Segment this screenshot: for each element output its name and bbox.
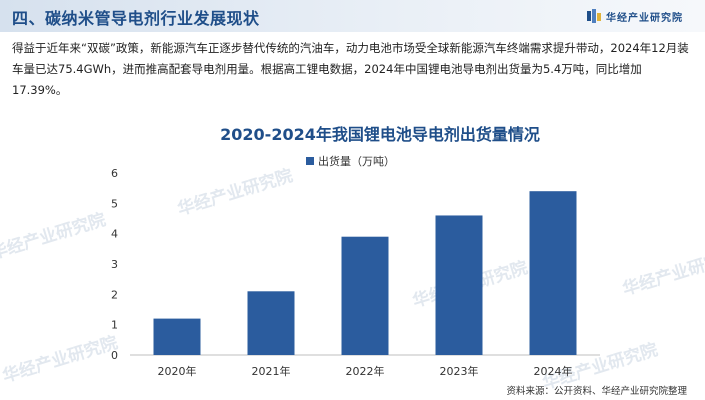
y-tick-label: 1 bbox=[111, 319, 118, 332]
x-tick-label: 2021年 bbox=[252, 364, 291, 378]
y-tick-label: 5 bbox=[111, 197, 118, 210]
legend-swatch bbox=[306, 157, 314, 165]
section-title: 四、碳纳米管导电剂行业发展现状 bbox=[12, 9, 260, 28]
bar bbox=[153, 318, 201, 355]
legend-label: 出货量（万吨） bbox=[318, 154, 395, 168]
y-tick-label: 6 bbox=[111, 167, 118, 180]
bar bbox=[529, 191, 577, 355]
intro-paragraph: 得益于近年来“双碳”政策，新能源汽车正逐步替代传统的汽油车，动力电池市场受全球新… bbox=[12, 41, 689, 97]
x-tick-label: 2023年 bbox=[440, 364, 479, 378]
y-tick-label: 3 bbox=[111, 258, 118, 271]
brand-logo-icon bbox=[587, 9, 601, 23]
x-tick-label: 2024年 bbox=[534, 364, 573, 378]
y-tick-label: 0 bbox=[111, 349, 118, 362]
source-note: 资料来源：公开资料、华经产业研究院整理 bbox=[506, 386, 687, 397]
x-tick-label: 2022年 bbox=[346, 364, 385, 378]
bar bbox=[247, 291, 295, 355]
y-tick-label: 2 bbox=[111, 288, 118, 301]
brand: 华经产业研究院 bbox=[587, 8, 683, 24]
section-header: 四、碳纳米管导电剂行业发展现状 华经产业研究院 bbox=[0, 0, 705, 32]
chart-title: 2020-2024年我国锂电池导电剂出货量情况 bbox=[220, 125, 540, 144]
bar bbox=[435, 215, 483, 355]
y-tick-label: 4 bbox=[111, 228, 118, 241]
brand-name: 华经产业研究院 bbox=[606, 12, 683, 24]
bar bbox=[341, 236, 389, 355]
x-tick-label: 2020年 bbox=[158, 364, 197, 378]
